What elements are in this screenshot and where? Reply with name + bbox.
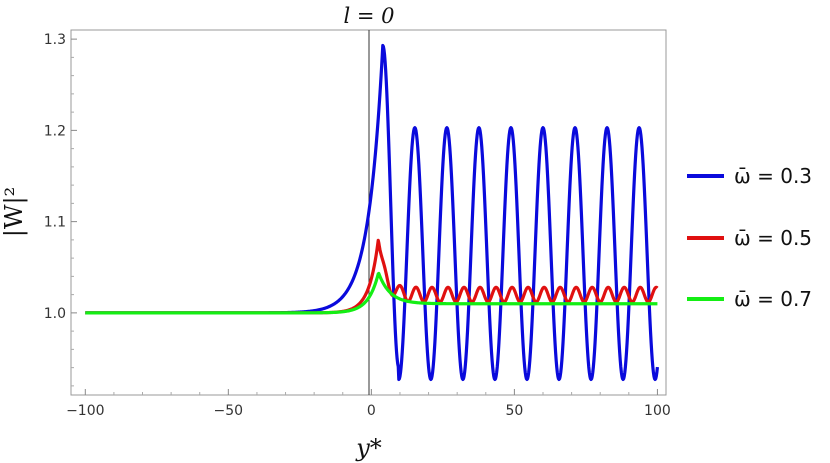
chart-title: l = 0: [343, 4, 394, 28]
y-tick-label: 1.2: [44, 123, 66, 139]
y-tick-label: 1.1: [44, 215, 66, 231]
axis-ticks: −100 −50 0 50 100 1.0 1.1 1.2 1.3: [44, 32, 671, 419]
y-tick-label: 1.0: [44, 306, 66, 322]
x-tick-label: 0: [367, 403, 376, 419]
legend: ω̄ = 0.3 ω̄ = 0.5 ω̄ = 0.7: [687, 164, 812, 311]
y-axis-title: |W|²: [0, 187, 29, 237]
x-tick-label: −100: [66, 403, 104, 419]
series-curves: [84, 43, 660, 382]
legend-label: ω̄ = 0.5: [734, 226, 812, 250]
series-line-1: [84, 238, 659, 315]
series-line-2: [84, 271, 659, 315]
x-tick-label: 100: [644, 403, 671, 419]
legend-label: ω̄ = 0.7: [734, 287, 812, 311]
x-tick-label: −50: [214, 403, 244, 419]
x-tick-label: 50: [505, 403, 523, 419]
series-line-0: [84, 43, 660, 382]
y-tick-label: 1.3: [44, 32, 66, 48]
legend-label: ω̄ = 0.3: [734, 164, 812, 188]
x-axis-title: y*: [355, 434, 382, 462]
